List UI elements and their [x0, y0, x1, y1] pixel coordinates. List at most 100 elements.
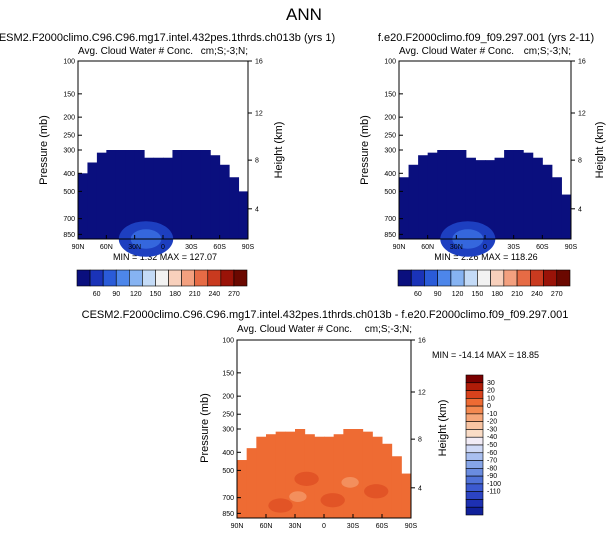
diff-patch [320, 493, 345, 508]
panel-model-units: cm;S;-3;N; [201, 46, 248, 57]
cloud-column [266, 434, 277, 518]
colorbar-label: 210 [189, 291, 201, 298]
y-right-tick-label: 12 [578, 110, 586, 117]
y-tick-label: 150 [63, 91, 75, 98]
colorbar-label: 150 [472, 291, 484, 298]
y-tick-label: 100 [63, 59, 75, 66]
colorbar-swatch [155, 269, 169, 287]
panel-model: CESM2.F2000climo.C96.C96.mg17.intel.432p… [0, 32, 335, 298]
panel-obs-variable: Avg. Cloud Water # Conc. [399, 46, 514, 57]
colorbar-label: 240 [531, 291, 543, 298]
y-right-tick-label: 16 [255, 59, 263, 66]
y-tick-label: 300 [222, 427, 234, 434]
cloud-column [372, 436, 383, 518]
colorbar-label: -80 [487, 465, 497, 472]
colorbar-label: -30 [487, 426, 497, 433]
colorbar-label: 120 [130, 291, 142, 298]
y-tick-label: 300 [384, 148, 396, 155]
cloud-column [314, 436, 325, 518]
colorbar-label: 270 [551, 291, 563, 298]
colorbar-swatch [465, 390, 484, 399]
colorbar-label: 180 [169, 291, 181, 298]
cloud-column [229, 177, 240, 239]
cloud-column [115, 150, 126, 239]
y-tick-label: 150 [222, 370, 234, 377]
cloud-column [456, 150, 467, 239]
colorbar-swatch [181, 269, 195, 287]
x-tick-label: 0 [483, 244, 487, 251]
colorbar-label: -50 [487, 442, 497, 449]
cloud-column [343, 429, 354, 518]
colorbar-swatch [89, 269, 104, 287]
cloud-column [485, 160, 496, 239]
cloud-column [153, 157, 164, 239]
colorbar-swatch [477, 269, 491, 287]
colorbar-swatch [465, 405, 484, 415]
cloud-column [144, 157, 155, 239]
colorbar-swatch [465, 429, 484, 438]
colorbar-swatch [465, 452, 484, 461]
colorbar-label: -100 [487, 481, 501, 488]
x-tick-label: 0 [161, 244, 165, 251]
panel-diff-units: cm;S;-3;N; [365, 324, 412, 335]
y-tick-label: 200 [384, 115, 396, 122]
colorbar-swatch [530, 269, 544, 287]
cloud-column [561, 194, 572, 239]
panel-obs-plot: 90N 60N 30N 0 30S 60S 90S 100 150 200 250 300 400 500… [384, 59, 586, 257]
colorbar-label: 0 [487, 403, 491, 410]
colorbar-label: -90 [487, 473, 497, 480]
panel-obs-colorbar: 60 90 120 150 180 210 240 270 [397, 269, 571, 298]
colorbar-swatch [207, 269, 222, 287]
y-right-tick-label: 16 [578, 59, 586, 66]
y-tick-label: 150 [384, 91, 396, 98]
colorbar-label: 150 [150, 291, 162, 298]
x-tick-label: 90N [72, 244, 85, 251]
panel-diff-colorbar: 3020100-10-20-30-40-50-60-70-80-90-100-1… [465, 374, 501, 516]
colorbar-label: 210 [511, 291, 523, 298]
x-tick-label: 90N [231, 523, 244, 530]
colorbar-swatch [168, 269, 182, 287]
colorbar-swatch [76, 269, 91, 287]
cloud-column [542, 164, 553, 239]
y-tick-label: 200 [222, 394, 234, 401]
y-tick-label: 250 [384, 133, 396, 140]
y-right-tick-label: 12 [418, 389, 426, 396]
colorbar-label: 120 [452, 291, 464, 298]
colorbar-label: 60 [414, 291, 422, 298]
panel-diff-minmax: MIN = -14.14 MAX = 18.85 [432, 350, 539, 360]
colorbar-label: 90 [434, 291, 442, 298]
cloud-column [401, 473, 412, 518]
cloud-column [200, 150, 211, 239]
panel-model-ylabel: Pressure (mb) [38, 115, 50, 185]
cloud-column [513, 150, 524, 239]
cloud-column [353, 429, 364, 518]
cloud-column [446, 150, 457, 239]
cloud-column [237, 460, 248, 518]
colorbar-label: -10 [487, 411, 497, 418]
colorbar-label: -20 [487, 419, 497, 426]
cloud-column [210, 155, 221, 239]
x-tick-label: 0 [322, 523, 326, 530]
y-tick-label: 200 [63, 115, 75, 122]
y-tick-label: 700 [63, 216, 75, 223]
cloud-column [275, 431, 286, 518]
colorbar-label: 180 [491, 291, 503, 298]
colorbar-swatch [465, 499, 484, 508]
y-right-tick-label: 4 [578, 206, 582, 213]
colorbar-swatch [220, 269, 235, 287]
cloud-column [333, 434, 344, 518]
cloud-column [418, 155, 429, 239]
panel-obs-units: cm;S;-3;N; [524, 46, 571, 57]
cloud-column [523, 152, 534, 239]
cloud-column [87, 162, 98, 239]
colorbar-swatch [465, 444, 484, 454]
cloud-column [324, 436, 335, 518]
y-right-tick-label: 16 [418, 338, 426, 345]
cloud-column [172, 150, 183, 239]
x-tick-label: 60N [421, 244, 434, 251]
panel-obs-title: f.e20.F2000climo.f09_f09.297.001 (yrs 2-… [378, 32, 594, 44]
y-right-tick-label: 8 [578, 158, 582, 165]
y-tick-label: 500 [63, 189, 75, 196]
colorbar-label: -110 [487, 489, 501, 496]
y-tick-label: 250 [63, 133, 75, 140]
